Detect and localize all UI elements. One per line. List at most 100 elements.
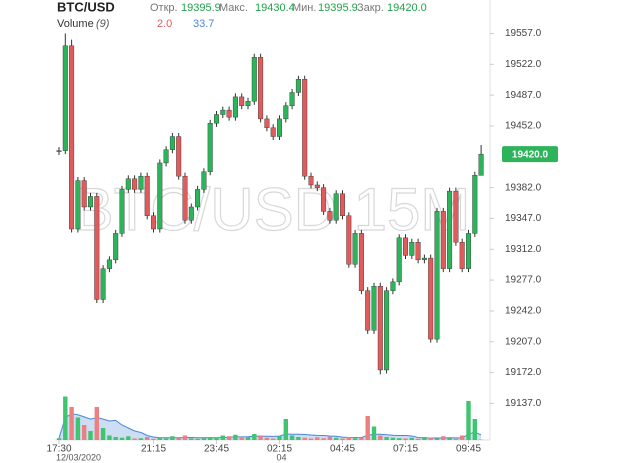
- candle-body: [188, 206, 194, 221]
- candle-body: [119, 189, 125, 234]
- legend-label: Макс.: [219, 2, 248, 14]
- candle-body: [371, 286, 377, 331]
- candle-body: [352, 233, 358, 265]
- candle-body: [195, 189, 201, 208]
- volume-legend-label: Volume: [57, 18, 94, 30]
- candle-body: [81, 180, 87, 208]
- candle-body: [314, 184, 320, 188]
- candle-body: [447, 190, 453, 269]
- candle-body: [226, 109, 232, 118]
- candle-body: [100, 268, 106, 300]
- candle-body: [106, 259, 112, 269]
- candle-body: [295, 79, 301, 93]
- volume-bar: [277, 436, 282, 440]
- y-tick-label: 19522.0: [505, 59, 542, 70]
- x-tick-label: 21:15: [141, 444, 166, 455]
- x-tick-label: 04:45: [330, 444, 355, 455]
- volume-bar: [321, 438, 326, 440]
- y-tick-label: 19207.0: [505, 336, 542, 347]
- candle-body: [346, 215, 352, 265]
- volume-bar: [69, 407, 74, 440]
- candle-body: [283, 105, 289, 120]
- volume-bar: [359, 437, 364, 440]
- volume-bar: [170, 436, 175, 440]
- volume-bar: [75, 417, 81, 440]
- candle-body: [94, 196, 100, 300]
- candle-body: [472, 175, 478, 234]
- volume-bar: [415, 438, 421, 440]
- candle-body: [289, 92, 295, 106]
- volume-bar: [409, 437, 414, 440]
- volume-bar: [56, 438, 62, 440]
- x-tick-label: 09:45: [456, 444, 481, 455]
- volume-bar: [252, 434, 257, 440]
- volume-bar: [334, 437, 339, 440]
- volume-bar: [346, 437, 351, 440]
- candle-body: [113, 233, 119, 261]
- x-date-label: 04: [277, 452, 287, 462]
- volume-bar: [88, 431, 93, 440]
- volume-bar: [226, 436, 232, 440]
- candle-body: [239, 96, 245, 106]
- volume-bar: [233, 434, 238, 440]
- volume-bar: [157, 437, 162, 440]
- x-date-label: 12/03/2020: [56, 452, 101, 462]
- candle-body: [56, 150, 62, 152]
- y-tick-label: 19137.0: [505, 398, 542, 409]
- candle-body: [321, 187, 327, 212]
- y-tick-label: 19172.0: [505, 367, 542, 378]
- volume-bar: [365, 416, 370, 440]
- candle-body: [440, 211, 446, 269]
- volume-bar: [434, 438, 440, 440]
- candle-body: [201, 171, 207, 190]
- volume-bar: [447, 438, 452, 440]
- volume-bar: [145, 437, 150, 440]
- volume-bar: [100, 428, 106, 440]
- volume-bar: [283, 419, 288, 440]
- candle-body: [327, 211, 333, 221]
- volume-bar: [460, 435, 465, 440]
- legend-label: Мин.: [292, 2, 316, 14]
- volume-bar: [315, 437, 320, 440]
- volume-bar: [239, 437, 244, 440]
- candle-body: [377, 286, 383, 371]
- x-tick-label: 07:15: [393, 444, 418, 455]
- y-tick-label: 19382.0: [505, 182, 542, 193]
- volume-bar: [245, 437, 251, 440]
- candle-body: [434, 211, 440, 340]
- volume-bar: [296, 437, 301, 440]
- candle-body: [220, 109, 226, 115]
- candle-body: [62, 45, 68, 151]
- candle-body: [232, 96, 238, 118]
- volume-bar: [384, 437, 389, 440]
- candle-body: [157, 162, 163, 230]
- legend-value: 19395.9: [181, 2, 221, 14]
- volume-bar: [126, 436, 131, 440]
- candle-body: [358, 233, 364, 291]
- volume-bar: [472, 419, 477, 440]
- volume-legend-value: 2.0: [157, 18, 172, 30]
- volume-bar: [390, 437, 396, 440]
- candle-body: [390, 281, 396, 291]
- volume-bar: [453, 438, 459, 440]
- candle-body: [428, 257, 434, 340]
- volume-bar: [132, 438, 137, 440]
- candle-body: [144, 175, 150, 216]
- volume-bar: [289, 435, 295, 440]
- volume-bar: [107, 435, 112, 440]
- volume-bar: [182, 435, 188, 440]
- candle-body: [169, 136, 175, 150]
- candle-body: [150, 215, 156, 230]
- candle-body: [302, 79, 308, 177]
- candle-body: [421, 257, 427, 261]
- candle-body: [478, 153, 484, 176]
- candle-body: [308, 175, 314, 186]
- candle-body: [258, 57, 264, 120]
- volume-bar: [208, 437, 213, 440]
- chart-title: BTC/USD: [57, 0, 115, 14]
- candle-body: [176, 136, 182, 177]
- volume-bar: [163, 438, 169, 440]
- volume-bar: [151, 438, 156, 440]
- volume-bar: [308, 438, 314, 440]
